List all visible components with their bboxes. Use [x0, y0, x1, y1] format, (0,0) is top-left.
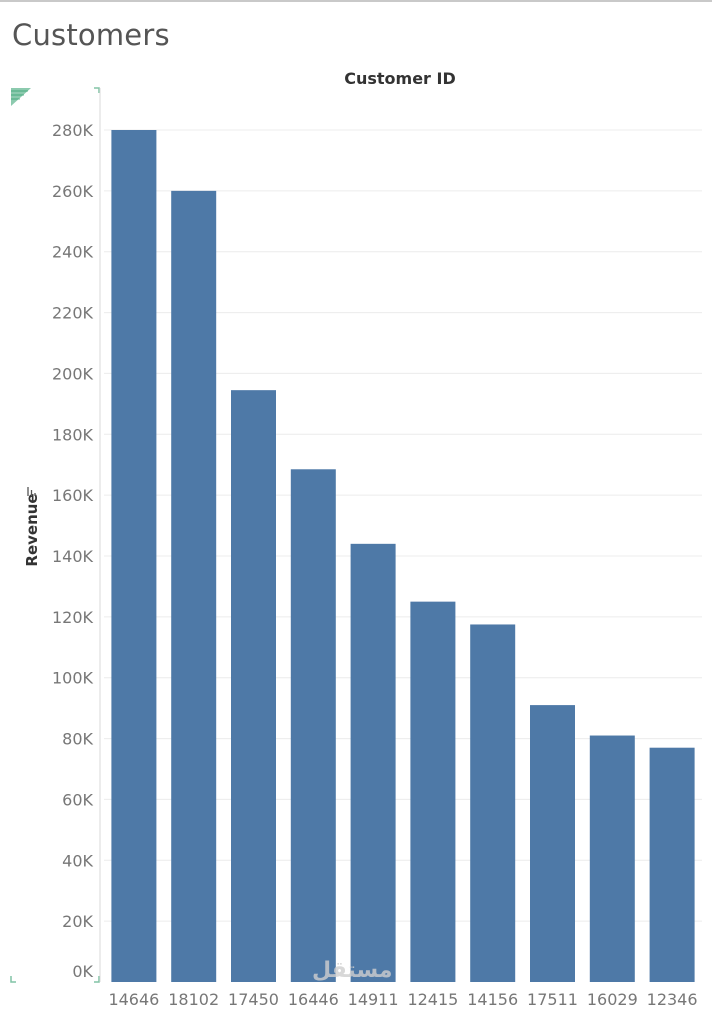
watermark-logo: مستقل [312, 958, 393, 983]
y-axis-ticks: 0K 20K 40K 60K 80K 100K 120K 140K 160K 180K 200K 22… [52, 121, 94, 981]
bar-14911[interactable] [350, 543, 396, 982]
y-tick-label: 140K [52, 547, 94, 566]
x-tick-label: 12415 [407, 990, 458, 1009]
y-axis-title: Revenue [23, 493, 41, 566]
y-tick-label: 60K [62, 790, 93, 809]
x-tick-label: 16029 [587, 990, 638, 1009]
x-tick-label: 14646 [108, 990, 159, 1009]
x-axis-ticks: 14646 18102 17450 16446 14911 12415 14156 17511… [108, 990, 697, 1009]
bar-16446[interactable] [290, 469, 336, 982]
bar-14646[interactable] [111, 130, 157, 982]
bar-14156[interactable] [470, 624, 516, 982]
x-tick-label: 18102 [168, 990, 219, 1009]
bars [111, 130, 695, 982]
sheet-title: Customers [12, 18, 170, 52]
x-tick-label: 12346 [647, 990, 698, 1009]
y-tick-label: 120K [52, 608, 94, 627]
y-tick-label: 160K [52, 486, 94, 505]
selection-bracket-top [94, 87, 100, 93]
y-tick-label: 240K [52, 243, 94, 262]
x-tick-label: 16446 [288, 990, 339, 1009]
top-border [0, 0, 712, 2]
bar-12346[interactable] [649, 747, 695, 982]
x-tick-label: 14156 [467, 990, 518, 1009]
bar-18102[interactable] [171, 190, 217, 982]
y-tick-label: 280K [52, 121, 94, 140]
bar-16029[interactable] [589, 735, 635, 982]
y-tick-label: 20K [62, 912, 93, 931]
x-tick-label: 17511 [527, 990, 578, 1009]
bar-17511[interactable] [530, 705, 575, 982]
y-tick-label: 40K [62, 851, 93, 870]
y-tick-label: 260K [52, 182, 94, 201]
bar-17450[interactable] [231, 390, 276, 982]
selection-bracket-bottom [10, 976, 100, 983]
y-tick-label: 100K [52, 669, 94, 688]
x-tick-label: 14911 [348, 990, 399, 1009]
column-header-label: Customer ID [344, 69, 456, 88]
corner-marker-icon [11, 88, 31, 106]
y-tick-label: 220K [52, 304, 94, 323]
bar-12415[interactable] [410, 601, 456, 982]
y-tick-label: 180K [52, 425, 94, 444]
sort-descending-icon[interactable] [27, 487, 36, 496]
y-tick-label: 200K [52, 364, 94, 383]
x-tick-label: 17450 [228, 990, 279, 1009]
y-tick-label: 0K [72, 962, 93, 981]
y-tick-label: 80K [62, 730, 93, 749]
